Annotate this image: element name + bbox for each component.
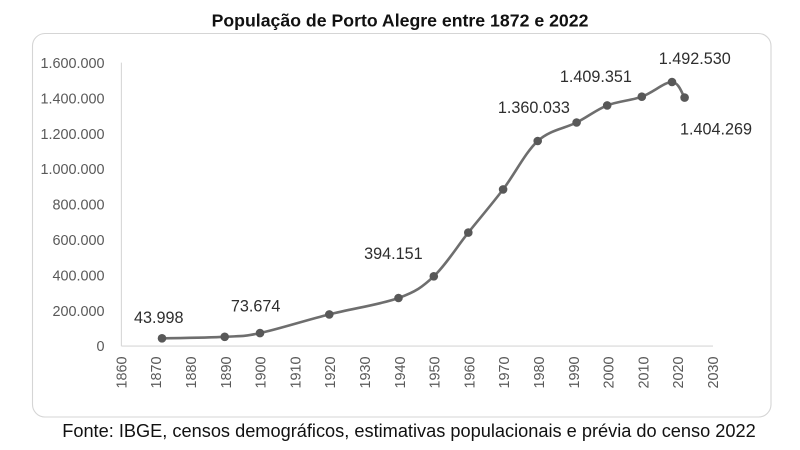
- svg-text:2030: 2030: [706, 357, 722, 389]
- svg-text:1950: 1950: [428, 357, 444, 389]
- svg-text:2010: 2010: [636, 357, 652, 389]
- svg-text:1860: 1860: [114, 357, 130, 389]
- svg-text:1890: 1890: [219, 357, 235, 389]
- svg-text:1960: 1960: [462, 357, 478, 389]
- svg-text:400.000: 400.000: [52, 268, 104, 284]
- svg-text:1970: 1970: [497, 357, 513, 389]
- svg-text:1.000.000: 1.000.000: [40, 162, 104, 178]
- svg-text:800.000: 800.000: [52, 198, 104, 214]
- svg-text:394.151: 394.151: [364, 245, 423, 263]
- svg-text:0: 0: [96, 339, 104, 355]
- svg-text:1.492.530: 1.492.530: [659, 50, 731, 68]
- svg-text:1.409.351: 1.409.351: [560, 68, 632, 86]
- svg-text:1.600.000: 1.600.000: [40, 56, 104, 72]
- svg-text:1940: 1940: [393, 357, 409, 389]
- svg-text:2020: 2020: [671, 357, 687, 389]
- svg-text:1880: 1880: [184, 357, 200, 389]
- svg-text:1.400.000: 1.400.000: [40, 91, 104, 107]
- svg-text:600.000: 600.000: [52, 233, 104, 249]
- svg-text:2000: 2000: [602, 357, 618, 389]
- svg-text:1980: 1980: [532, 357, 548, 389]
- svg-text:1930: 1930: [358, 357, 374, 389]
- svg-text:1.404.269: 1.404.269: [680, 120, 752, 138]
- svg-text:1.200.000: 1.200.000: [40, 127, 104, 143]
- svg-text:1920: 1920: [323, 357, 339, 389]
- svg-text:1870: 1870: [149, 357, 165, 389]
- svg-text:200.000: 200.000: [52, 304, 104, 320]
- svg-text:43.998: 43.998: [134, 309, 184, 327]
- svg-text:73.674: 73.674: [231, 297, 281, 315]
- svg-text:1990: 1990: [567, 357, 583, 389]
- svg-text:1910: 1910: [288, 357, 304, 389]
- svg-text:1900: 1900: [254, 357, 270, 389]
- svg-text:Fonte: IBGE, censos demográfic: Fonte: IBGE, censos demográficos, estima…: [62, 421, 756, 441]
- svg-text:População de Porto Alegre entr: População de Porto Alegre entre 1872 e 2…: [212, 11, 589, 31]
- svg-text:1.360.033: 1.360.033: [498, 99, 570, 117]
